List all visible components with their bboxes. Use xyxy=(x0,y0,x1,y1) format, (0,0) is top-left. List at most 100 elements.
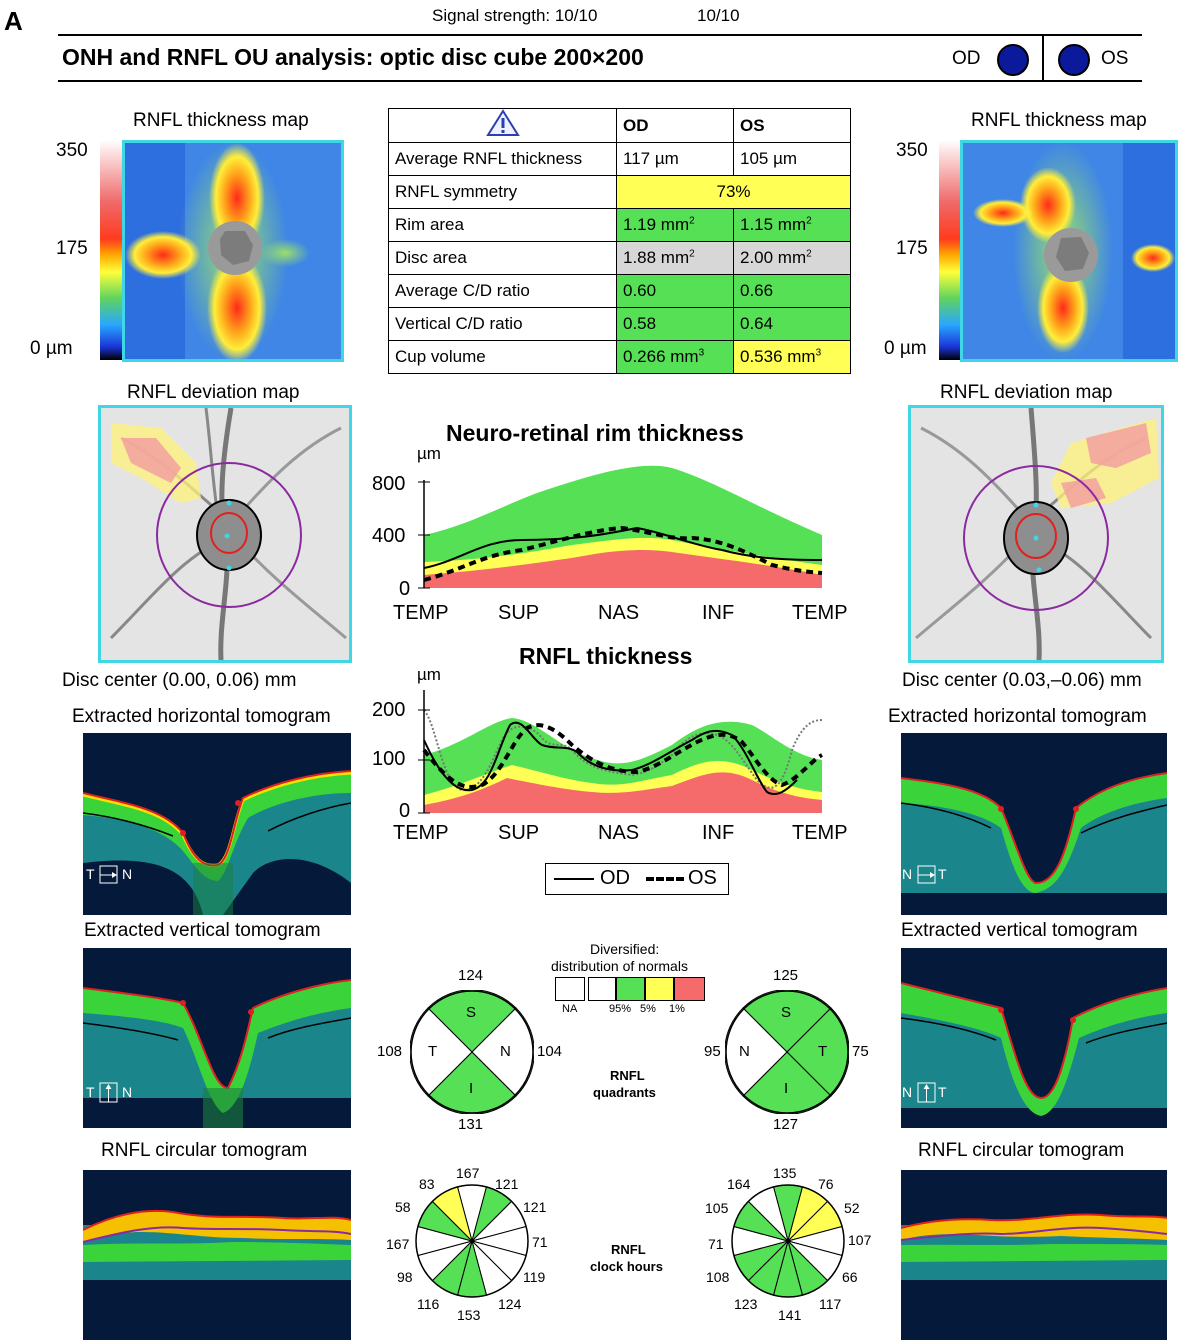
row-label: Rim area xyxy=(388,208,617,242)
os-color-scale-bar xyxy=(939,140,961,360)
od-q-t-label: T xyxy=(428,1043,438,1060)
os-horizontal-tomogram xyxy=(901,733,1167,915)
line-legend: OD OS xyxy=(545,863,729,895)
os-scale-mid: 175 xyxy=(896,238,928,259)
header-rule-top xyxy=(58,34,1142,36)
od-value: 0.58 xyxy=(616,307,734,341)
os-clock-value: 76 xyxy=(818,1176,834,1192)
od-disc-center: Disc center (0.00, 0.06) mm xyxy=(62,670,297,691)
od-quadrant-t xyxy=(410,1007,473,1097)
os-q-n-label: N xyxy=(739,1043,750,1060)
os-h-left-label: N xyxy=(902,866,913,882)
rnfl-ytick-200: 200 xyxy=(372,699,406,721)
rnfl-xtick-inf: INF xyxy=(702,822,735,844)
od-quadrant-i xyxy=(427,1051,517,1114)
rnfl-chart-title: RNFL thickness xyxy=(519,643,693,669)
os-clock-value: 141 xyxy=(778,1307,802,1323)
os-quadrant-i xyxy=(742,1051,832,1114)
od-h-right-label: N xyxy=(122,866,133,882)
od-value: 0.266 mm3 xyxy=(616,340,734,374)
row-label: Cup volume xyxy=(388,340,617,374)
od-circular-tomogram xyxy=(83,1170,351,1340)
od-v-right-label: N xyxy=(122,1084,133,1100)
od-thickness-map-image xyxy=(125,141,341,363)
os-clock-value: 117 xyxy=(819,1296,842,1312)
os-q-s-label: S xyxy=(781,1004,792,1021)
table-header-row: OD OS xyxy=(388,108,851,143)
os-deviation-title: RNFL deviation map xyxy=(940,382,1113,403)
os-clock-value: 164 xyxy=(727,1176,751,1192)
rnfl-xtick-temp1: TEMP xyxy=(393,822,449,844)
od-line-label: OD xyxy=(600,867,630,889)
od-value: 1.19 mm2 xyxy=(616,208,734,242)
os-eye-label: OS xyxy=(1101,48,1129,69)
od-clock-value: 98 xyxy=(397,1269,413,1285)
rim-xtick-nas: NAS xyxy=(598,602,640,624)
page-title: ONH and RNFL OU analysis: optic disc cub… xyxy=(62,44,644,70)
od-clock-value: 83 xyxy=(419,1176,435,1192)
os-clock-value: 107 xyxy=(848,1232,872,1248)
summary-table: OD OS Average RNFL thickness 117 µm 105 … xyxy=(388,108,851,374)
warning-cell xyxy=(388,108,617,143)
os-clock-value: 71 xyxy=(708,1236,724,1252)
od-clock-value: 71 xyxy=(532,1234,548,1250)
os-q-right-value: 75 xyxy=(852,1043,869,1060)
os-line-sample xyxy=(646,877,684,881)
os-value: 1.15 mm2 xyxy=(733,208,851,242)
od-deviation-image xyxy=(101,407,349,661)
os-v-right-label: T xyxy=(938,1084,947,1100)
os-value: 0.64 xyxy=(733,307,851,341)
rim-chart xyxy=(418,465,823,589)
od-q-i-label: I xyxy=(469,1080,474,1097)
rim-ytick-800: 800 xyxy=(372,473,406,495)
row-label: RNFL symmetry xyxy=(388,175,617,209)
row-label: Average C/D ratio xyxy=(388,274,617,308)
od-thickness-map xyxy=(122,140,344,363)
od-q-right-value: 104 xyxy=(537,1043,563,1060)
normals-swatch-red xyxy=(674,977,705,1001)
os-value: 0.66 xyxy=(733,274,851,308)
od-vertical-tomogram xyxy=(83,948,351,1128)
os-q-bottom-value: 127 xyxy=(773,1116,799,1133)
rim-chart-title: Neuro-retinal rim thickness xyxy=(446,420,744,446)
od-clock-chart xyxy=(415,1184,529,1298)
od-scale-top: 350 xyxy=(56,140,88,161)
od-clock-value: 121 xyxy=(523,1199,547,1215)
os-deviation-image xyxy=(911,407,1161,661)
os-thickness-map xyxy=(960,140,1178,362)
od-v-left-label: T xyxy=(86,1084,95,1100)
od-v-orientation xyxy=(99,1082,118,1103)
od-quadrant-chart xyxy=(410,990,534,1114)
od-clock-value: 116 xyxy=(417,1296,440,1312)
rim-xtick-inf: INF xyxy=(702,602,735,624)
panel-letter: A xyxy=(4,6,23,36)
os-vertical-tomogram-title: Extracted vertical tomogram xyxy=(901,920,1138,941)
od-clock-value: 167 xyxy=(386,1236,410,1252)
os-thickness-map-title: RNFL thickness map xyxy=(971,110,1147,131)
od-scale-mid: 175 xyxy=(56,238,88,259)
rnfl-chart xyxy=(418,690,824,814)
rim-xtick-temp1: TEMP xyxy=(393,602,449,624)
od-line-sample xyxy=(554,878,594,880)
table-row: Vertical C/D ratio 0.58 0.64 xyxy=(388,307,851,341)
od-clock-value: 124 xyxy=(498,1296,522,1312)
od-quadrant-n xyxy=(471,1007,534,1097)
col-od-header: OD xyxy=(616,108,734,143)
rnfl-ytick-100: 100 xyxy=(372,748,406,770)
rim-unit: µm xyxy=(417,444,441,463)
os-circular-tomogram-title: RNFL circular tomogram xyxy=(918,1140,1125,1161)
os-quadrant-n xyxy=(725,1007,788,1097)
rnfl-ytick-0: 0 xyxy=(399,800,411,822)
normals-na-label: NA xyxy=(562,1003,578,1015)
os-scale-bottom: 0 µm xyxy=(884,338,927,359)
od-q-s-label: S xyxy=(466,1004,477,1021)
header-divider xyxy=(1042,36,1044,80)
od-color-scale-bar xyxy=(100,140,122,360)
os-scale-top: 350 xyxy=(896,140,928,161)
od-clock-value: 58 xyxy=(395,1199,411,1215)
normals-swatch-green xyxy=(616,977,645,1001)
os-q-top-value: 125 xyxy=(773,967,799,984)
symmetry-value: 73% xyxy=(616,175,851,209)
rnfl-xtick-temp2: TEMP xyxy=(792,822,848,844)
od-value: 1.88 mm2 xyxy=(616,241,734,275)
